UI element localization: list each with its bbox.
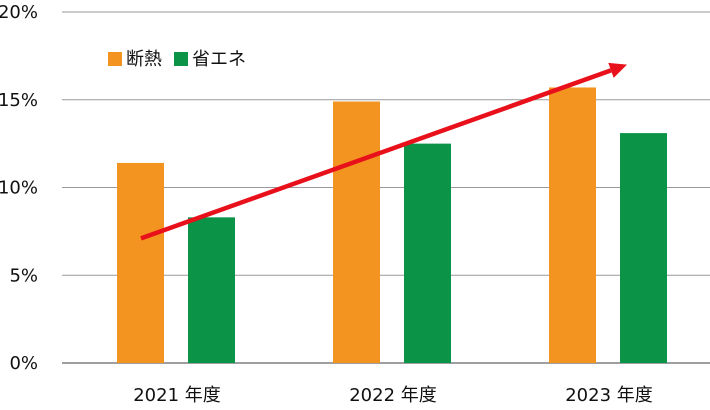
bar-series1-0	[117, 162, 164, 363]
trend-arrow-head	[608, 62, 627, 78]
x-category-label: 2022 年度	[349, 385, 437, 406]
x-category-label: 2021 年度	[133, 385, 221, 406]
bar-series2-2	[620, 133, 667, 363]
trend-arrow-shaft	[140, 68, 612, 241]
y-tick-label: 20%	[0, 2, 38, 23]
y-tick-label: 5%	[9, 265, 38, 286]
legend: 断熱 省エネ	[108, 49, 246, 70]
gridlines	[62, 11, 710, 364]
bar-series2-1	[404, 143, 451, 363]
bar-series2-0	[188, 217, 235, 363]
y-tick-label: 15%	[0, 90, 38, 111]
y-tick-label: 10%	[0, 178, 38, 199]
legend-swatch	[174, 52, 188, 66]
legend-label: 断熱	[126, 49, 162, 70]
y-tick-label: 0%	[9, 353, 38, 374]
bar-series1-2	[549, 87, 596, 363]
legend-swatch	[108, 52, 122, 66]
axes: 0% 5% 10% 15% 20% 2021 年度 2022 年度 2023 年度	[0, 2, 653, 406]
x-category-label: 2023 年度	[565, 385, 653, 406]
trend-arrow	[140, 62, 627, 241]
legend-label: 省エネ	[192, 49, 246, 70]
bar-series1-1	[333, 101, 380, 363]
bars	[117, 87, 667, 363]
